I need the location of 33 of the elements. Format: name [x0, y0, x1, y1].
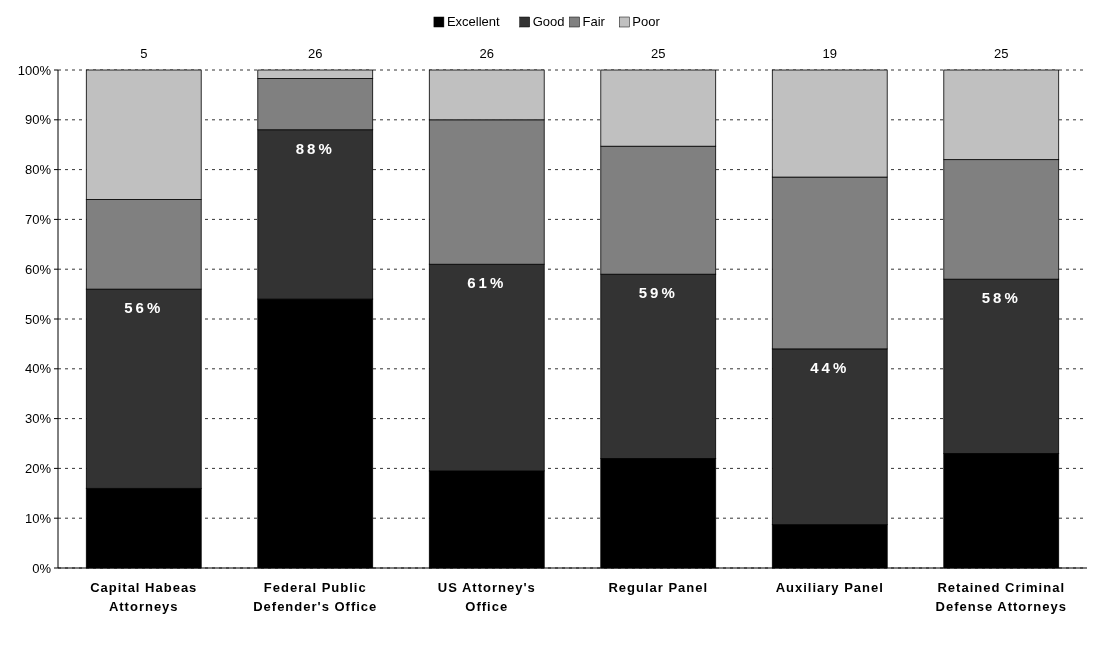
y-tick-label: 90% — [24, 112, 52, 128]
x-tick-label: Capital Habeas Attorneys — [90, 580, 198, 614]
annotation: 25 — [994, 46, 1009, 61]
annotation: 88% — [295, 139, 335, 157]
annotation: 25 — [651, 46, 666, 61]
y-tick-label: 60% — [24, 261, 52, 277]
legend-label: Excellent — [446, 14, 501, 29]
annotation: 59% — [638, 284, 678, 302]
annotation: 19 — [822, 46, 837, 61]
x-tick-label: Regular Panel — [608, 580, 709, 595]
annotation: 44% — [810, 358, 850, 376]
y-tick-label: 20% — [24, 460, 52, 476]
annotation: 61% — [467, 274, 507, 292]
x-tick-label: Retained Criminal Defense Attorneys — [935, 580, 1067, 614]
annotation: 5 — [140, 46, 148, 61]
y-tick-label: 10% — [24, 510, 52, 526]
annotation: 58% — [981, 289, 1021, 307]
annotation: 26 — [479, 46, 494, 61]
y-tick-label: 30% — [24, 411, 52, 427]
y-tick-label: 40% — [24, 361, 52, 377]
y-tick-label: 70% — [24, 211, 52, 227]
annotation: 56% — [124, 299, 164, 317]
x-tick-label: Auxiliary Panel — [775, 580, 884, 595]
y-tick-label: 0% — [32, 560, 52, 576]
annotation: 26 — [308, 46, 323, 61]
y-tick-label: 50% — [24, 311, 52, 327]
legend-label: Fair — [582, 14, 606, 29]
y-tick-label: 80% — [24, 162, 52, 178]
y-tick-label: 100% — [17, 62, 52, 78]
legend-label: Good — [532, 14, 565, 29]
x-tick-label: Federal Public Defender's Office — [253, 580, 378, 614]
x-tick-label: US Attorney's Office — [437, 580, 536, 614]
legend-label: Poor — [632, 14, 661, 29]
